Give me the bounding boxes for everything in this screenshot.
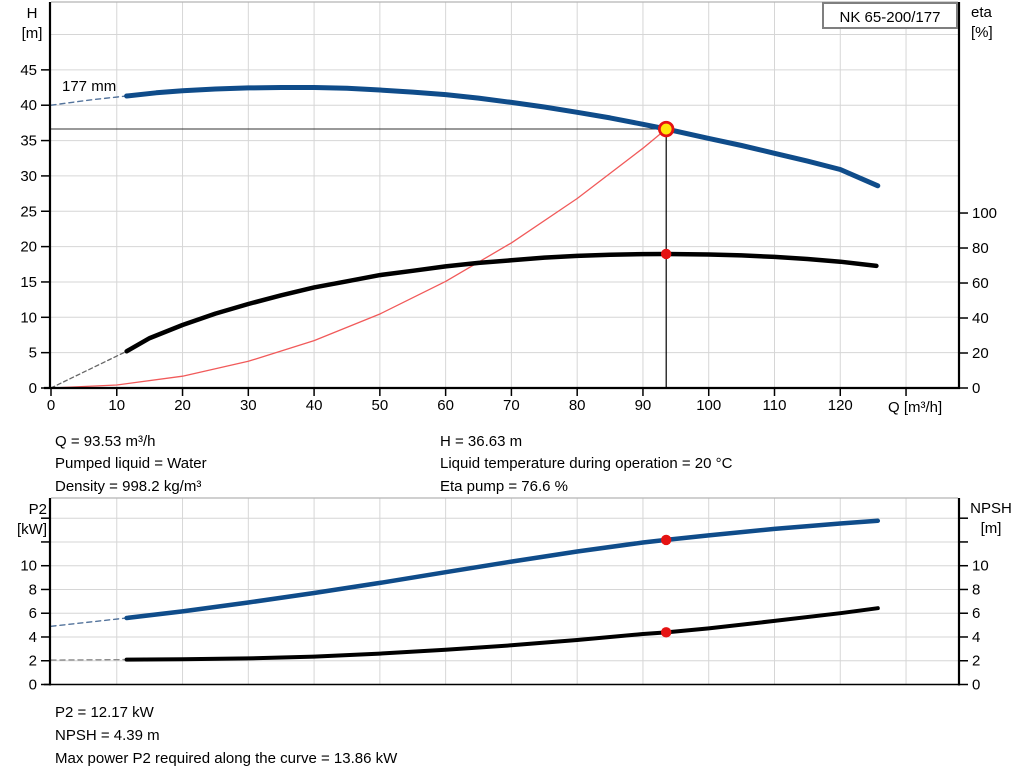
efficiency-dashed [50, 350, 128, 389]
tick-label: 80 [972, 240, 989, 257]
q-axis-label: Q [m³/h] [888, 399, 943, 416]
efficiency-point-marker [660, 248, 672, 260]
tick-label: 20 [972, 345, 989, 362]
tick-label: 4 [972, 629, 980, 646]
eta-axis-label: eta [%] [971, 3, 993, 43]
tick-label: 100 [696, 397, 721, 414]
tick-label: 50 [372, 397, 389, 414]
eta-axis-label-line2: [%] [971, 24, 993, 41]
tick-label: 10 [972, 558, 989, 575]
tick-label: 70 [503, 397, 520, 414]
tick-label: 35 [20, 133, 37, 150]
tick-label: 0 [972, 380, 980, 397]
info-pumped-liquid: Pumped liquid = Water [55, 455, 207, 473]
head-curve-177mm [124, 85, 881, 189]
tick-label: 2 [29, 653, 37, 670]
tick-label: 8 [972, 581, 980, 598]
operating-point-info-right: H = 36.63 m Liquid temperature during op… [440, 431, 732, 498]
info-density: Density = 998.2 kg/m³ [55, 477, 202, 495]
power-npsh-info: P2 = 12.17 kW NPSH = 4.39 m Max power P2… [55, 701, 397, 770]
tick-label: 6 [29, 605, 37, 622]
tick-label: 15 [20, 274, 37, 291]
info-p2: P2 = 12.17 kW [55, 704, 154, 721]
npsh-axis-label-line2: [m] [980, 520, 1002, 537]
npsh-point-marker [660, 627, 672, 638]
tick-label: 30 [240, 397, 257, 414]
tick-label: 10 [20, 558, 37, 575]
tick-label: 90 [635, 397, 652, 414]
tick-label: 45 [20, 62, 37, 79]
tick-label: 10 [108, 397, 125, 414]
info-q: Q = 93.53 m³/h [55, 433, 156, 450]
head-curve-dashed [50, 95, 128, 106]
npsh-curve [124, 606, 880, 662]
duty-point-marker [657, 120, 675, 138]
tick-label: 5 [29, 345, 37, 362]
h-axis-label: H [m] [14, 4, 50, 44]
p2-axis-label: P2 [kW] [8, 500, 47, 540]
tick-label: 40 [20, 97, 37, 114]
tick-label: 40 [306, 397, 323, 414]
p2-dashed [50, 617, 128, 627]
tick-label: 2 [972, 653, 980, 670]
tick-label: 20 [174, 397, 191, 414]
tick-label: 20 [20, 239, 37, 256]
efficiency-curve [124, 251, 879, 354]
tick-label: 25 [20, 203, 37, 220]
p2-point-marker [660, 534, 672, 546]
tick-label: 120 [828, 397, 853, 414]
tick-label: 80 [569, 397, 586, 414]
tick-label: 60 [972, 275, 989, 292]
eta-axis-label-line1: eta [971, 4, 992, 21]
impeller-diameter-label: 177 mm [62, 78, 117, 95]
tick-label: 0 [29, 380, 37, 397]
tick-label: 60 [437, 397, 454, 414]
operating-point-info-left: Q = 93.53 m³/h Pumped liquid = Water Den… [55, 431, 207, 498]
tick-label: 100 [972, 205, 997, 222]
h-axis-label-line2: [m] [21, 25, 43, 42]
pump-type-box: NK 65-200/177 [822, 2, 958, 29]
npsh-dashed [50, 658, 128, 661]
p2-curve [124, 518, 881, 621]
tick-label: 8 [29, 581, 37, 598]
h-axis-label-line1: H [26, 5, 38, 22]
npsh-axis-label-line1: NPSH [970, 500, 1012, 517]
tick-label: 6 [972, 605, 980, 622]
tick-label: 0 [47, 397, 55, 414]
npsh-axis-label: NPSH [m] [962, 499, 1020, 539]
tick-label: 0 [972, 677, 980, 694]
tick-label: 4 [29, 629, 37, 646]
tick-label: 10 [20, 309, 37, 326]
tick-label: 30 [20, 168, 37, 185]
info-max-power: Max power P2 required along the curve = … [55, 750, 398, 767]
system-curve [50, 128, 667, 389]
p2-axis-label-line2: [kW] [17, 521, 47, 538]
info-eta-pump: Eta pump = 76.6 % [440, 477, 568, 495]
info-liquid-temperature: Liquid temperature during operation = 20… [440, 455, 733, 473]
p2-axis-label-line1: P2 [28, 501, 47, 518]
tick-label: 0 [29, 677, 37, 694]
info-h: H = 36.63 m [440, 433, 523, 450]
tick-label: 40 [972, 310, 989, 327]
tick-label: 110 [763, 397, 787, 414]
info-npsh: NPSH = 4.39 m [55, 727, 160, 744]
